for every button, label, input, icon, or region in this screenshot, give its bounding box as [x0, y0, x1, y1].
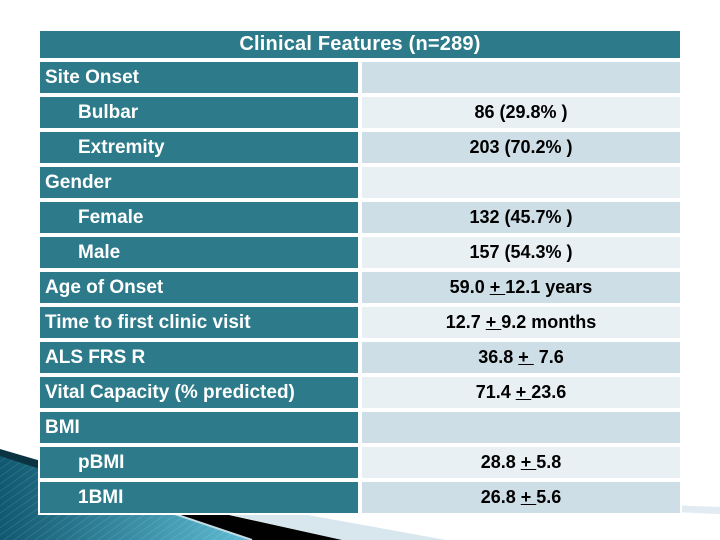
table-row: Age of Onset 59.0 + 12.1 years: [38, 270, 682, 305]
table-row: Vital Capacity (% predicted) 71.4 + 23.6: [38, 375, 682, 410]
row-value: 157 (54.3% ): [360, 235, 682, 270]
table-row: pBMI 28.8 + 5.8: [38, 445, 682, 480]
table-title: Clinical Features (n=289): [38, 29, 682, 60]
row-label: pBMI: [38, 445, 360, 480]
row-value: 86 (29.8% ): [360, 95, 682, 130]
row-label: Male: [38, 235, 360, 270]
row-label: Female: [38, 200, 360, 235]
table-row: Gender: [38, 165, 682, 200]
row-value: [360, 410, 682, 445]
table-row: Male 157 (54.3% ): [38, 235, 682, 270]
row-value: [360, 60, 682, 95]
row-label: BMI: [38, 410, 360, 445]
table-row: ALS FRS R 36.8 + 7.6: [38, 340, 682, 375]
row-value: 26.8 + 5.6: [360, 480, 682, 515]
table-row: BMI: [38, 410, 682, 445]
row-value: 59.0 + 12.1 years: [360, 270, 682, 305]
row-value: 203 (70.2% ): [360, 130, 682, 165]
row-label: Age of Onset: [38, 270, 360, 305]
row-label: Extremity: [38, 130, 360, 165]
row-value: [360, 165, 682, 200]
table-header-row: Clinical Features (n=289): [38, 29, 682, 60]
row-label: Vital Capacity (% predicted): [38, 375, 360, 410]
table-row: Bulbar 86 (29.8% ): [38, 95, 682, 130]
row-label: Site Onset: [38, 60, 360, 95]
table-row: Female 132 (45.7% ): [38, 200, 682, 235]
row-label: Time to first clinic visit: [38, 305, 360, 340]
row-value: 28.8 + 5.8: [360, 445, 682, 480]
table-row: 1BMI 26.8 + 5.6: [38, 480, 682, 515]
row-label: Gender: [38, 165, 360, 200]
row-label: Bulbar: [38, 95, 360, 130]
table-row: Time to first clinic visit 12.7 + 9.2 mo…: [38, 305, 682, 340]
clinical-features-table: Clinical Features (n=289) Site Onset Bul…: [38, 29, 682, 515]
table-row: Site Onset: [38, 60, 682, 95]
row-value: 12.7 + 9.2 months: [360, 305, 682, 340]
row-value: 71.4 + 23.6: [360, 375, 682, 410]
table-row: Extremity 203 (70.2% ): [38, 130, 682, 165]
row-value: 36.8 + 7.6: [360, 340, 682, 375]
row-label: 1BMI: [38, 480, 360, 515]
row-value: 132 (45.7% ): [360, 200, 682, 235]
row-label: ALS FRS R: [38, 340, 360, 375]
